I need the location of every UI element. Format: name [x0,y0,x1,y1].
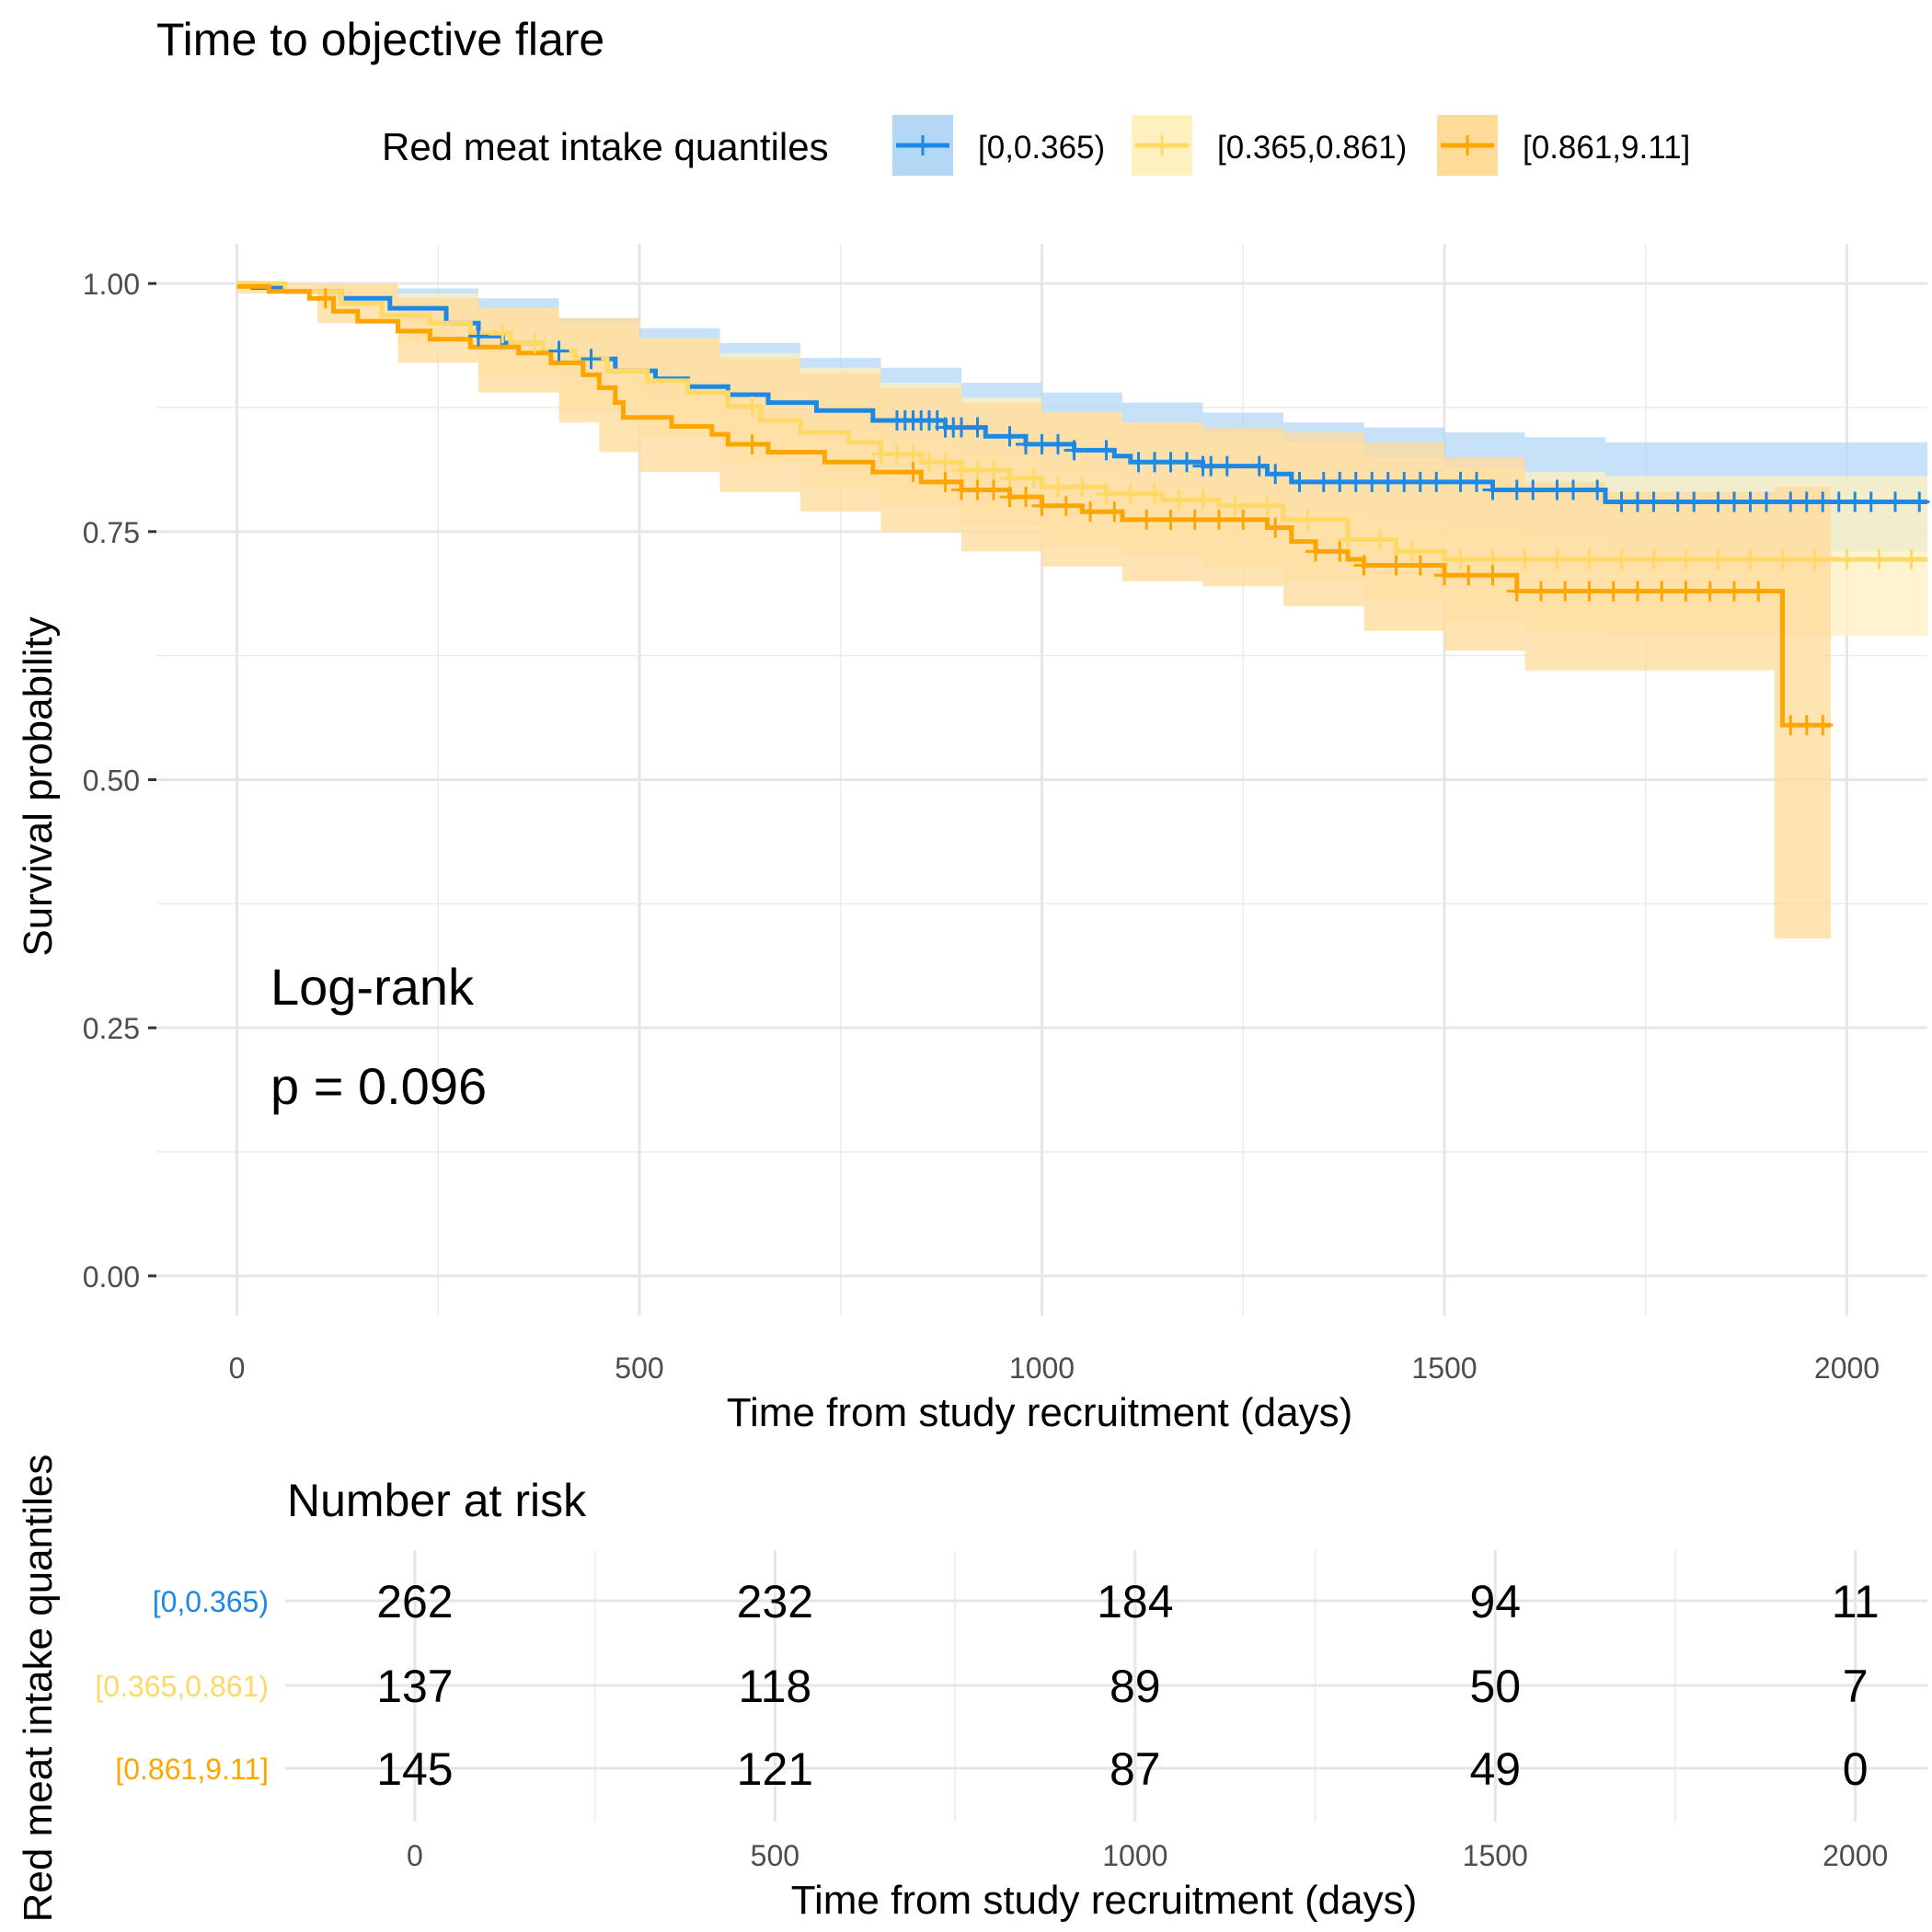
chart-title: Time to objective flare [156,14,604,65]
risk-x-tick-label: 1500 [1463,1839,1528,1872]
y-tick-label: 0.75 [83,516,140,549]
legend-title: Red meat intake quantiles [382,125,829,168]
y-tick-label: 1.00 [83,268,140,301]
risk-row-label: [0,0.365) [153,1585,269,1618]
y-axis: 0.00 0.25 0.50 0.75 1.00 [83,268,156,1294]
risk-table-y-label: Red meat intake quantiles [16,1455,61,1923]
logrank-label: Log-rank [270,958,475,1016]
risk-count: 94 [1469,1576,1521,1627]
x-tick-label: 1500 [1411,1351,1477,1385]
risk-count: 262 [376,1576,453,1627]
risk-row-label: [0.861,9.11] [115,1753,269,1786]
confidence-band-3 [236,283,1831,939]
survival-plot-area [156,244,1930,1316]
risk-count: 137 [376,1661,453,1712]
risk-x-tick-label: 0 [407,1839,423,1872]
y-tick-label: 0.00 [83,1260,140,1294]
y-tick-label: 0.50 [83,765,140,798]
risk-count: 87 [1110,1743,1161,1795]
legend-keys: [0,0.365) [0.365,0.861) [0.861,9.11] [892,115,1690,176]
censor-marks [315,288,1930,736]
risk-table-x-label: Time from study recruitment (days) [791,1878,1418,1923]
x-tick-label: 500 [615,1351,663,1385]
risk-x-tick-label: 1000 [1102,1839,1167,1872]
risk-count: 7 [1843,1661,1869,1712]
x-tick-label: 1000 [1009,1351,1075,1385]
risk-count: 11 [1832,1576,1880,1627]
risk-table-grid [285,1550,1927,1822]
risk-table: Number at risk 262 232 184 94 11 137 118 89 50 7 1… [16,1455,1927,1923]
x-tick-label: 0 [229,1351,246,1385]
y-axis-label: Survival probability [16,616,61,956]
risk-x-tick-label: 2000 [1823,1839,1888,1872]
x-tick-label: 2000 [1814,1351,1880,1385]
risk-count: 184 [1097,1576,1173,1627]
legend-item-label: [0,0.365) [978,130,1105,166]
legend: Red meat intake quantiles [0,0.365) [0.36… [382,115,1690,176]
legend-item-label: [0.365,0.861) [1217,130,1407,166]
x-axis-label: Time from study recruitment (days) [727,1390,1353,1435]
risk-table-row-labels: [0,0.365) [0.365,0.861) [0.861,9.11] [95,1585,269,1786]
logrank-pvalue: p = 0.096 [270,1057,487,1115]
risk-count: 0 [1843,1743,1869,1795]
risk-count: 49 [1469,1743,1521,1795]
risk-count: 232 [737,1576,813,1627]
legend-item-label: [0.861,9.11] [1523,130,1690,166]
risk-count: 50 [1469,1661,1521,1712]
risk-table-x-axis: 0 500 1000 1500 2000 [407,1839,1888,1872]
x-axis: 0 500 1000 1500 2000 [229,1351,1880,1385]
risk-x-tick-label: 500 [751,1839,799,1872]
survival-curve-2 [236,281,1927,562]
risk-count: 89 [1110,1661,1161,1712]
risk-row-label: [0.365,0.861) [95,1670,269,1703]
risk-table-title: Number at risk [287,1475,587,1526]
risk-count: 118 [739,1661,812,1712]
y-tick-label: 0.25 [83,1012,140,1045]
risk-count: 145 [376,1743,453,1795]
risk-count: 121 [737,1743,813,1795]
risk-table-values: 262 232 184 94 11 137 118 89 50 7 145 121 87 49 0 [376,1576,1879,1795]
